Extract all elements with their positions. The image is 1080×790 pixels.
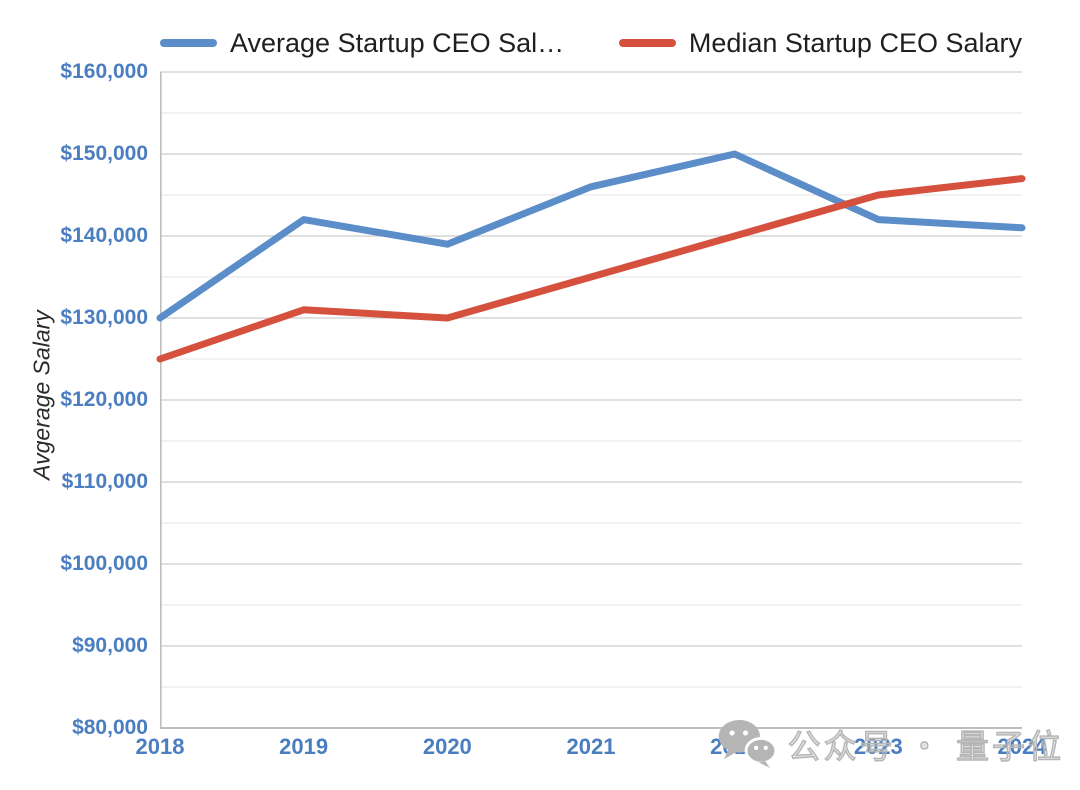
legend-item-median: Median Startup CEO Salary — [618, 27, 1022, 59]
y-tick-label: $110,000 — [61, 470, 148, 493]
legend: Average Startup CEO Sal… Median Startup … — [160, 24, 1022, 62]
series-line-median — [156, 175, 1026, 363]
y-tick-label: $140,000 — [60, 224, 148, 247]
x-tick-label: 2023 — [853, 734, 903, 759]
y-tick-label: $160,000 — [60, 60, 148, 83]
y-tick-label: $100,000 — [60, 552, 148, 575]
legend-label-average: Average Startup CEO Sal… — [230, 27, 565, 58]
y-tick-label: $120,000 — [60, 388, 148, 411]
x-tick-label: 2020 — [422, 734, 472, 759]
y-tick-label: $150,000 — [60, 142, 148, 165]
plot-wrap — [156, 71, 1026, 729]
legend-label-median: Median Startup CEO Salary — [688, 27, 1022, 58]
legend-swatch-average — [160, 39, 217, 47]
x-tick-label: 2019 — [279, 734, 329, 759]
legend-swatch-median — [618, 39, 676, 47]
x-axis-tick-labels: 2018 2019 2020 2021 2022 2023 2024 — [136, 734, 1047, 764]
legend-item-average: Average Startup CEO Sal… — [160, 28, 564, 59]
y-tick-label: $80,000 — [72, 716, 148, 739]
x-tick-label: 2022 — [710, 734, 760, 759]
y-axis-tick-labels: $80,000 $90,000 $100,000 $110,000 $120,000 $1… — [0, 0, 148, 790]
x-tick-label: 2024 — [997, 734, 1047, 759]
series-line-average — [156, 150, 1026, 322]
x-tick-label: 2021 — [566, 734, 616, 759]
y-tick-label: $130,000 — [60, 306, 148, 329]
y-tick-label: $90,000 — [72, 634, 148, 657]
x-tick-label: 2018 — [135, 734, 185, 759]
plot-area — [156, 71, 1026, 729]
